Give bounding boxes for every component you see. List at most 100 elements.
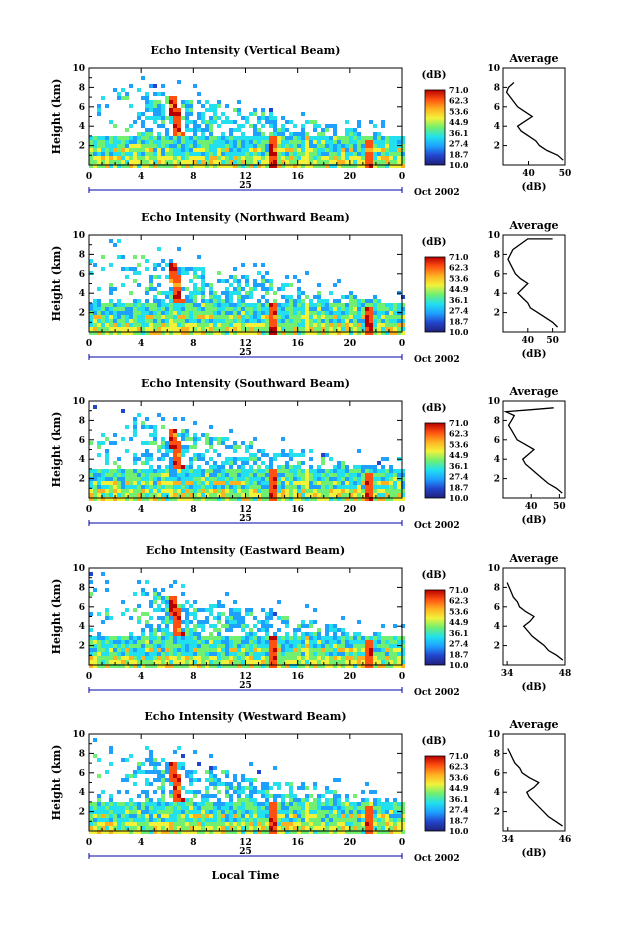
heatmap-cell — [161, 818, 165, 822]
heatmap-cell — [169, 469, 173, 473]
heatmap-cell — [173, 608, 177, 612]
heatmap-cell — [137, 457, 141, 461]
y-tick-label: 2 — [79, 808, 85, 818]
heatmap-cell — [157, 263, 161, 267]
heatmap-cell — [161, 152, 165, 156]
heatmap-cell — [217, 778, 221, 782]
heatmap-cell — [313, 164, 317, 168]
heatmap-cell — [145, 640, 149, 644]
heatmap-cell — [381, 644, 385, 648]
heatmap-cell — [361, 830, 365, 834]
heatmap-cell — [213, 485, 217, 489]
heatmap-cell — [229, 283, 233, 287]
heatmap-cell — [109, 802, 113, 806]
heatmap-cell — [269, 794, 273, 798]
heatmap-cell — [357, 648, 361, 652]
heatmap-cell — [165, 465, 169, 469]
heatmap-cell — [205, 493, 209, 497]
average-title: Average — [508, 52, 558, 65]
heatmap-cell — [137, 136, 141, 140]
heatmap-cell — [281, 814, 285, 818]
heatmap-cell — [133, 307, 137, 311]
heatmap-cell — [393, 477, 397, 481]
heatmap-cell — [153, 100, 157, 104]
heatmap-cell — [237, 323, 241, 327]
heatmap-cell — [365, 307, 369, 311]
heatmap-cell — [217, 100, 221, 104]
heatmap-cell — [153, 299, 157, 303]
heatmap-cell — [173, 485, 177, 489]
heatmap-cell — [157, 493, 161, 497]
heatmap-cell — [205, 449, 209, 453]
heatmap-cell — [229, 826, 233, 830]
heatmap-cell — [381, 469, 385, 473]
heatmap-cell — [173, 437, 177, 441]
heatmap-cell — [165, 806, 169, 810]
heatmap-cell — [109, 148, 113, 152]
heatmap-cell — [301, 822, 305, 826]
heatmap-cell — [213, 140, 217, 144]
heatmap-cell — [337, 806, 341, 810]
heatmap-cell — [333, 485, 337, 489]
heatmap-cell — [133, 802, 137, 806]
heatmap-cell — [165, 644, 169, 648]
heatmap-cell — [309, 818, 313, 822]
heatmap-cell — [177, 774, 181, 778]
heatmap-cell — [133, 469, 137, 473]
heatmap-cell — [185, 311, 189, 315]
heatmap-cell — [173, 96, 177, 100]
heatmap-cell — [241, 132, 245, 136]
heatmap-cell — [333, 802, 337, 806]
heatmap-cell — [189, 469, 193, 473]
heatmap-cell — [141, 255, 145, 259]
heatmap-cell — [133, 323, 137, 327]
heatmap-cell — [249, 307, 253, 311]
heatmap-cell — [197, 255, 201, 259]
heatmap-cell — [345, 806, 349, 810]
heatmap-cell — [125, 477, 129, 481]
heatmap-cell — [145, 802, 149, 806]
heatmap-cell — [269, 652, 273, 656]
heatmap-cell — [129, 656, 133, 660]
heatmap-cell — [261, 802, 265, 806]
heatmap-cell — [237, 818, 241, 822]
heatmap-cell — [249, 660, 253, 664]
heatmap-cell — [297, 156, 301, 160]
colorbar-tick-label: 18.7 — [449, 149, 468, 159]
heatmap-cell — [333, 477, 337, 481]
heatmap-cell — [397, 485, 401, 489]
heatmap-cell — [109, 806, 113, 810]
heatmap-cell — [305, 331, 309, 335]
heatmap-cell — [213, 660, 217, 664]
average-y-tick-label: 4 — [494, 788, 500, 798]
heatmap-cell — [297, 640, 301, 644]
heatmap-cell — [117, 806, 121, 810]
heatmap-cell — [177, 441, 181, 445]
heatmap-cell — [341, 664, 345, 668]
heatmap-cell — [273, 136, 277, 140]
heatmap-cell — [273, 656, 277, 660]
heatmap-cell — [201, 307, 205, 311]
average-y-tick-label: 6 — [494, 436, 500, 446]
heatmap-cell — [373, 652, 377, 656]
heatmap-cell — [169, 632, 173, 636]
heatmap-cell — [205, 481, 209, 485]
heatmap-cell — [229, 660, 233, 664]
heatmap-cell — [181, 660, 185, 664]
heatmap-cell — [273, 814, 277, 818]
heatmap-cell — [305, 604, 309, 608]
heatmap-cell — [193, 469, 197, 473]
heatmap-cell — [117, 489, 121, 493]
heatmap-cell — [241, 818, 245, 822]
heatmap-cell — [221, 303, 225, 307]
heatmap-cell — [345, 481, 349, 485]
heatmap-cell — [141, 612, 145, 616]
average-x-label: (dB) — [522, 182, 547, 193]
heatmap-cell — [157, 144, 161, 148]
heatmap-cell — [161, 794, 165, 798]
heatmap-cell — [173, 120, 177, 124]
heatmap-cell — [121, 802, 125, 806]
heatmap-cell — [133, 144, 137, 148]
y-axis-label: Height (km) — [50, 579, 63, 655]
heatmap-cell — [209, 124, 213, 128]
